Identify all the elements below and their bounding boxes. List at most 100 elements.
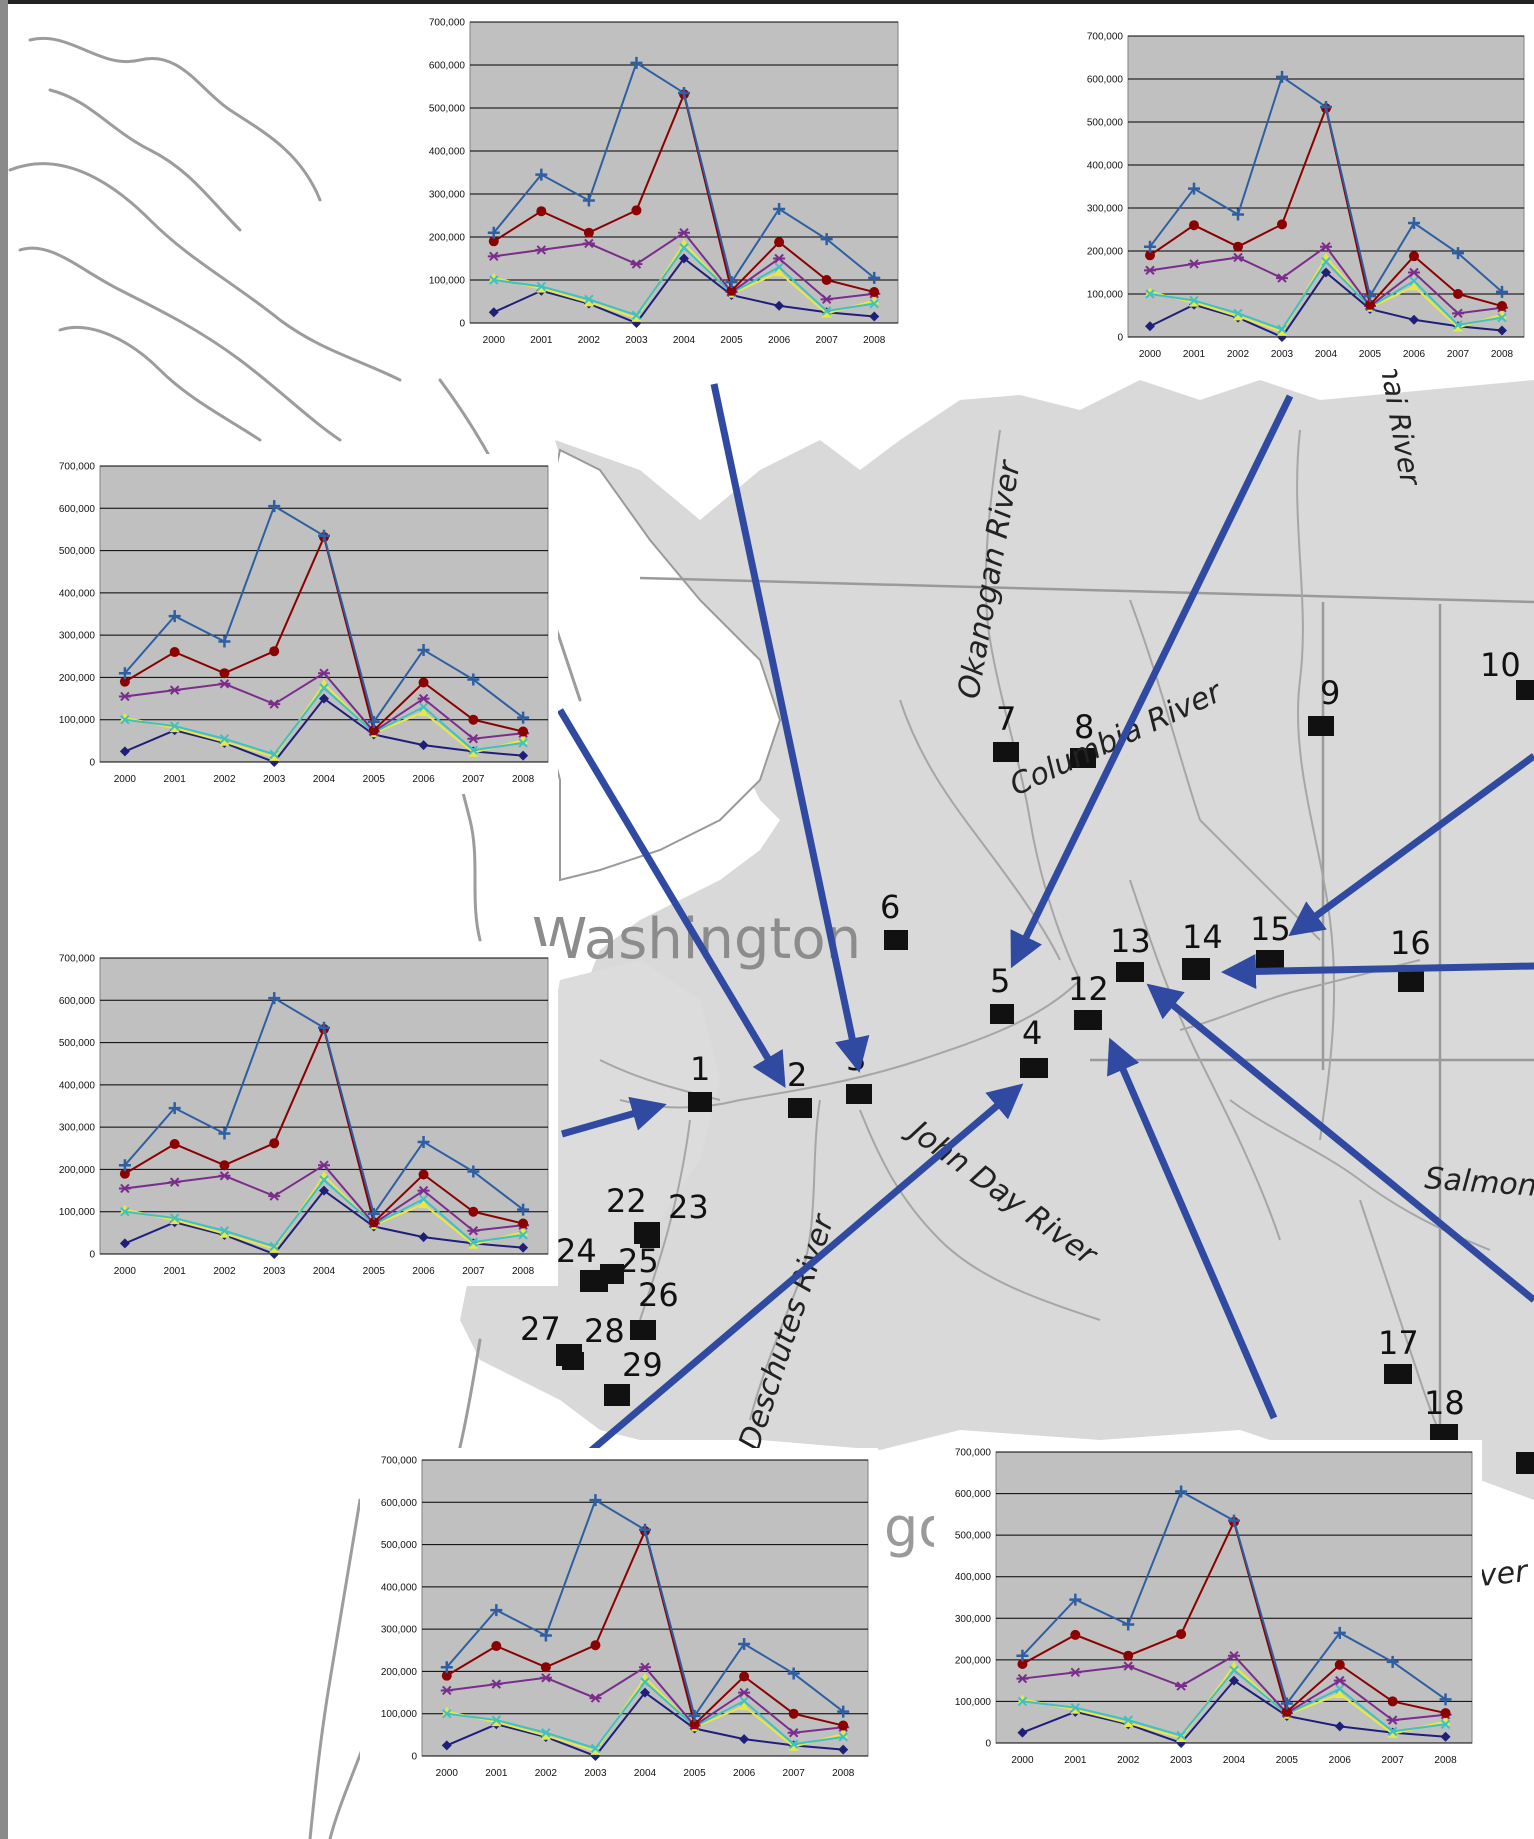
data-point — [119, 1238, 130, 1249]
data-point — [536, 281, 547, 292]
y-tick-label: 400,000 — [59, 588, 96, 599]
y-tick-label: 300,000 — [381, 1625, 418, 1636]
data-point — [441, 1670, 452, 1681]
data-point — [442, 1709, 452, 1719]
y-tick-label: 400,000 — [955, 1572, 992, 1583]
site-1-label: 1 — [690, 1050, 710, 1088]
data-point — [169, 647, 180, 658]
data-point — [1440, 1719, 1451, 1730]
x-tick-label: 2007 — [462, 1266, 485, 1277]
site-16-label: 16 — [1390, 924, 1431, 962]
data-point — [589, 1693, 602, 1703]
data-point — [1334, 1721, 1345, 1732]
data-point — [367, 1207, 380, 1220]
data-point — [1277, 324, 1287, 334]
data-point — [467, 734, 480, 744]
y-tick-label: 300,000 — [59, 1123, 96, 1134]
x-tick-label: 2007 — [1447, 349, 1470, 360]
top-border — [0, 0, 1534, 4]
arrow-right-lower — [1146, 983, 1534, 1303]
data-point — [487, 226, 500, 239]
y-tick-label: 500,000 — [1087, 118, 1124, 129]
data-point — [679, 253, 689, 264]
data-point — [868, 271, 881, 284]
data-point — [441, 1740, 452, 1751]
x-tick-label: 2008 — [512, 1266, 535, 1277]
plot-area — [469, 21, 899, 324]
data-point — [1497, 312, 1507, 323]
data-point — [540, 1730, 551, 1740]
y-tick-label: 0 — [411, 1752, 417, 1763]
y-tick-label: 600,000 — [59, 996, 96, 1007]
data-point — [219, 668, 230, 679]
data-point — [1387, 1726, 1398, 1737]
data-point — [725, 276, 738, 289]
x-tick-label: 2001 — [485, 1768, 508, 1779]
data-point — [518, 1230, 528, 1240]
data-point — [218, 1171, 231, 1181]
data-point — [726, 285, 737, 296]
y-tick-label: 200,000 — [955, 1655, 992, 1666]
data-point — [1497, 325, 1507, 336]
data-point — [787, 1728, 800, 1738]
data-point — [440, 1661, 453, 1674]
x-tick-label: 2005 — [683, 1768, 706, 1779]
data-point — [1175, 1485, 1188, 1498]
data-point — [1408, 267, 1420, 278]
chart-bottom-right: 0 100,000 200,000 300,000 400,000 500,000 600,… — [934, 1440, 1482, 1775]
y-tick-label: 0 — [1117, 333, 1123, 344]
site-8-marker — [1070, 748, 1096, 768]
site-right-marker — [1516, 1452, 1534, 1474]
data-point — [583, 297, 594, 307]
data-point — [1228, 1650, 1240, 1661]
site-15-marker — [1256, 950, 1284, 972]
arrow-mid-left — [556, 708, 786, 1089]
data-point — [269, 749, 279, 760]
data-point — [1453, 320, 1463, 330]
site-25-marker — [600, 1264, 624, 1284]
data-point — [1189, 220, 1199, 231]
data-point — [417, 1135, 430, 1148]
data-point — [1453, 289, 1463, 299]
site-12-label: 12 — [1068, 970, 1109, 1008]
data-point — [269, 1241, 279, 1252]
data-point — [1016, 1673, 1029, 1684]
data-point — [788, 1741, 799, 1751]
data-point — [1123, 1715, 1133, 1725]
y-tick-label: 200,000 — [381, 1667, 418, 1678]
data-point — [1188, 182, 1200, 195]
data-point — [269, 646, 280, 657]
data-point — [535, 245, 548, 255]
x-tick-label: 2005 — [720, 335, 743, 346]
x-tick-label: 2005 — [363, 1266, 386, 1277]
x-tick-label: 2000 — [1011, 1755, 1034, 1766]
data-point — [1321, 267, 1331, 278]
data-point — [219, 1228, 230, 1238]
data-point — [120, 1207, 130, 1217]
site-14-label: 14 — [1182, 918, 1223, 956]
data-point — [1277, 326, 1287, 336]
data-point — [368, 725, 379, 736]
x-tick-label: 2000 — [114, 774, 137, 785]
data-point — [118, 1159, 131, 1172]
y-tick-label: 200,000 — [59, 673, 96, 684]
plot-area — [99, 957, 549, 1255]
data-point — [1122, 1661, 1135, 1671]
data-point — [739, 1696, 749, 1706]
data-point — [1387, 1696, 1398, 1707]
site-16-marker — [1398, 970, 1424, 992]
site-24-label: 24 — [556, 1232, 597, 1270]
data-point — [1145, 321, 1155, 332]
data-point — [1069, 1667, 1082, 1678]
site-8-label: 8 — [1074, 708, 1094, 746]
data-point — [1321, 257, 1331, 267]
x-tick-label: 2007 — [783, 1768, 806, 1779]
data-point — [491, 1715, 502, 1725]
y-tick-label: 0 — [89, 758, 95, 769]
site-29-label: 29 — [622, 1346, 663, 1384]
y-tick-label: 300,000 — [1087, 204, 1124, 215]
data-point — [1232, 252, 1244, 263]
data-point — [1334, 1688, 1345, 1698]
data-point — [318, 1160, 330, 1170]
